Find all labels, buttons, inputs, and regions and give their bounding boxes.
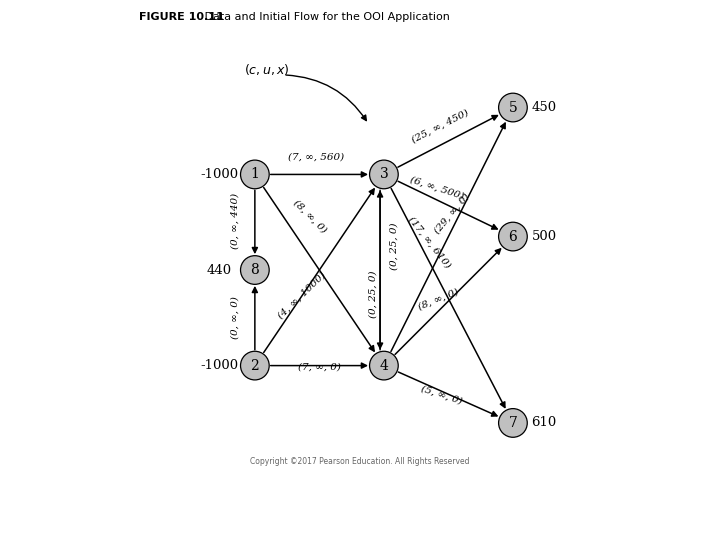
Circle shape xyxy=(498,409,527,437)
Text: 5: 5 xyxy=(508,100,517,114)
Text: (7, ∞, 0): (7, ∞, 0) xyxy=(298,363,341,372)
Text: Ronald L. Rardin: Ronald L. Rardin xyxy=(155,518,229,527)
Text: (0, 25, 0): (0, 25, 0) xyxy=(369,270,377,318)
Circle shape xyxy=(240,351,269,380)
Text: ALWAYS LEARNING: ALWAYS LEARNING xyxy=(13,504,123,514)
Text: 8: 8 xyxy=(251,263,259,277)
Text: 610: 610 xyxy=(531,416,557,429)
Text: (6, ∞, 500): (6, ∞, 500) xyxy=(409,175,465,201)
Circle shape xyxy=(498,93,527,122)
Text: 4: 4 xyxy=(379,359,388,373)
Text: 500: 500 xyxy=(531,230,557,243)
Text: PEARSON: PEARSON xyxy=(598,500,695,518)
Text: 6: 6 xyxy=(508,230,517,244)
Text: $(c, u, x)$: $(c, u, x)$ xyxy=(244,62,289,77)
Text: (0, ∞, 440): (0, ∞, 440) xyxy=(230,193,240,249)
Text: -1000: -1000 xyxy=(200,168,238,181)
Text: All Rights Reserved: All Rights Reserved xyxy=(418,518,501,527)
Text: Data and Initial Flow for the OOI Application: Data and Initial Flow for the OOI Applic… xyxy=(194,12,450,22)
Text: (4, ∞, 1000): (4, ∞, 1000) xyxy=(276,271,328,320)
Text: (29, ∞, 0): (29, ∞, 0) xyxy=(433,191,472,235)
Text: 7: 7 xyxy=(508,416,518,430)
Circle shape xyxy=(498,222,527,251)
Text: (25, ∞, 450): (25, ∞, 450) xyxy=(410,107,470,144)
Text: (5, ∞, 0): (5, ∞, 0) xyxy=(420,384,464,406)
Text: (8, ∞, 0): (8, ∞, 0) xyxy=(417,287,460,312)
Text: 3: 3 xyxy=(379,167,388,181)
Text: 2: 2 xyxy=(251,359,259,373)
Text: (0, ∞, 0): (0, ∞, 0) xyxy=(230,296,240,339)
Text: Copyright ©2017 Pearson Education. All Rights Reserved: Copyright ©2017 Pearson Education. All R… xyxy=(251,457,469,466)
Circle shape xyxy=(240,255,269,285)
Text: (8, ∞, 0): (8, ∞, 0) xyxy=(292,198,328,235)
Circle shape xyxy=(369,351,398,380)
Text: Copyright © 2017, 1998 by Pearson Education, Inc.: Copyright © 2017, 1998 by Pearson Educat… xyxy=(418,493,640,502)
Text: FIGURE 10.11: FIGURE 10.11 xyxy=(139,12,224,22)
Text: (7, ∞, 560): (7, ∞, 560) xyxy=(288,152,344,161)
Text: 1: 1 xyxy=(251,167,259,181)
Text: (0, 25, 0): (0, 25, 0) xyxy=(390,222,399,270)
Circle shape xyxy=(369,160,398,189)
Text: 440: 440 xyxy=(207,264,232,276)
Circle shape xyxy=(240,160,269,189)
Text: -1000: -1000 xyxy=(200,359,238,372)
Text: Optimization in Operations Research, 2e: Optimization in Operations Research, 2e xyxy=(155,493,333,502)
Text: 450: 450 xyxy=(531,101,557,114)
Text: (17, ∞, 610): (17, ∞, 610) xyxy=(407,214,452,269)
